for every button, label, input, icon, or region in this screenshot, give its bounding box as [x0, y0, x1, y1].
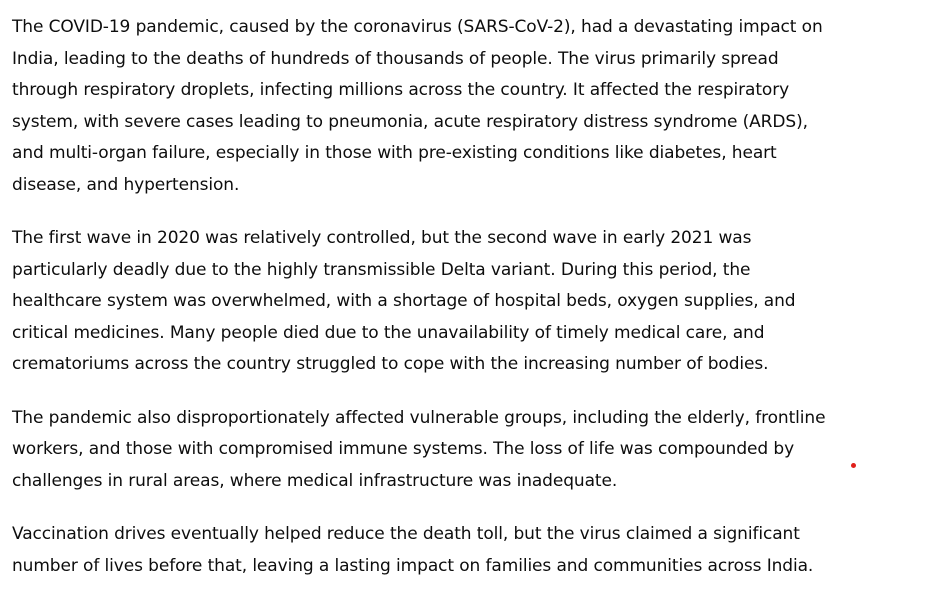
- paragraph-1: The COVID-19 pandemic, caused by the cor…: [12, 17, 823, 195]
- cursor-dot-icon: [851, 463, 856, 468]
- document-body: The COVID-19 pandemic, caused by the cor…: [12, 12, 827, 604]
- paragraph-4: Vaccination drives eventually helped red…: [12, 524, 814, 576]
- paragraph-2: The first wave in 2020 was relatively co…: [12, 228, 796, 374]
- paragraph-3: The pandemic also disproportionately aff…: [12, 407, 826, 491]
